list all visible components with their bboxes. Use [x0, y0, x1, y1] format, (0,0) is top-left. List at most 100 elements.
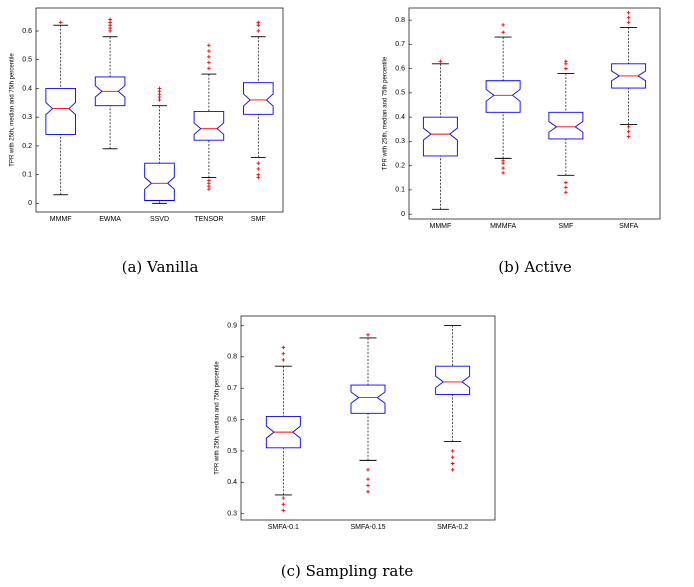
x-tick-label: EWMA: [99, 216, 121, 223]
y-tick-label: 0.8: [227, 354, 237, 361]
y-tick-label: 0.6: [395, 65, 405, 72]
plot-frame: [240, 315, 496, 521]
outlier: [281, 351, 286, 356]
outlier: [281, 508, 286, 513]
box: [548, 111, 584, 140]
y-axis-label: TPR with 25th, median and 75th percentil…: [215, 361, 221, 475]
y-tick-label: 0: [401, 211, 405, 218]
outlier: [281, 358, 286, 362]
box: [422, 116, 458, 157]
outlier: [438, 59, 443, 64]
caption: (b) Active: [498, 258, 572, 276]
caption: (c) Sampling rate: [281, 562, 414, 580]
outlier: [450, 467, 455, 472]
outlier: [256, 167, 261, 171]
y-axis-label: TPR with 25th, median and 75th percentil…: [10, 53, 16, 167]
y-tick-label: 0.3: [395, 138, 405, 145]
outlier: [157, 86, 162, 91]
outlier: [366, 489, 370, 494]
y-tick-label: 0.2: [395, 162, 405, 169]
box: [611, 63, 647, 89]
x-tick-label: SMF: [251, 216, 266, 223]
outlier: [366, 333, 370, 337]
outlier: [450, 449, 455, 453]
y-tick-label: 0: [28, 200, 32, 207]
x-tick-label: SSVD: [150, 216, 169, 223]
outlier: [207, 43, 211, 48]
plot-frame: [35, 7, 284, 213]
y-tick-label: 0.4: [22, 85, 32, 92]
y-tick-label: 0.4: [227, 479, 237, 486]
outlier: [256, 29, 261, 33]
outlier: [501, 23, 505, 27]
y-axis-label: TPR with 25th, median and 75th percentil…: [383, 56, 389, 170]
outlier: [501, 166, 505, 170]
outlier: [564, 66, 568, 71]
outlier: [564, 185, 568, 190]
y-tick-label: 0.1: [22, 171, 32, 178]
box: [435, 365, 471, 395]
outlier: [366, 483, 370, 488]
outlier: [564, 180, 568, 185]
outlier: [366, 467, 370, 472]
outlier: [207, 55, 211, 59]
y-tick-label: 0.8: [395, 17, 405, 24]
x-tick-label: MMMF: [429, 223, 451, 230]
box: [193, 110, 225, 141]
x-tick-label: SMF: [558, 223, 573, 230]
y-tick-label: 0.2: [22, 143, 32, 150]
outlier: [450, 461, 455, 466]
x-tick-label: MMMFA: [490, 223, 516, 230]
y-tick-label: 0.6: [22, 28, 32, 35]
y-tick-label: 0.5: [22, 57, 32, 64]
outlier: [626, 125, 631, 129]
y-tick-label: 0.5: [227, 448, 237, 455]
x-tick-label: SMFA-0.1: [268, 524, 299, 531]
caption: (a) Vanilla: [122, 258, 199, 276]
x-tick-label: MMMF: [50, 216, 72, 223]
y-tick-label: 0.5: [395, 90, 405, 97]
y-tick-label: 0.3: [22, 114, 32, 121]
outlier: [281, 496, 286, 500]
y-tick-label: 0.1: [395, 187, 405, 194]
outlier: [564, 59, 568, 64]
box: [485, 80, 521, 113]
outlier: [626, 129, 631, 134]
outlier: [501, 158, 505, 163]
outlier: [256, 20, 261, 25]
outlier: [256, 161, 261, 165]
y-tick-label: 0.7: [395, 41, 405, 48]
x-tick-label: SMFA-0.15: [350, 524, 385, 531]
box: [243, 82, 274, 115]
x-tick-label: TENSOR: [194, 216, 223, 223]
outlier: [626, 134, 631, 139]
outlier: [281, 502, 286, 507]
outlier: [58, 20, 63, 25]
outlier: [207, 49, 211, 53]
outlier: [501, 30, 505, 35]
outlier: [626, 15, 631, 20]
box: [94, 76, 126, 107]
outlier: [564, 190, 568, 195]
y-tick-label: 0.7: [227, 385, 237, 392]
x-tick-label: SMFA: [619, 223, 638, 230]
y-tick-label: 0.4: [395, 114, 405, 121]
outlier: [256, 172, 261, 177]
outlier: [450, 455, 455, 460]
box: [350, 384, 386, 414]
box: [45, 88, 76, 135]
outlier: [366, 477, 370, 481]
y-tick-label: 0.9: [227, 322, 237, 329]
outlier: [108, 17, 112, 22]
plot-frame: [408, 7, 661, 220]
y-tick-label: 0.6: [227, 416, 237, 423]
outlier: [501, 171, 505, 175]
outlier: [626, 11, 631, 15]
outlier: [207, 60, 211, 65]
x-tick-label: SMFA-0.2: [437, 524, 468, 531]
box: [144, 162, 175, 201]
outlier: [207, 178, 211, 183]
y-tick-label: 0.3: [227, 511, 237, 518]
outlier: [626, 20, 631, 25]
